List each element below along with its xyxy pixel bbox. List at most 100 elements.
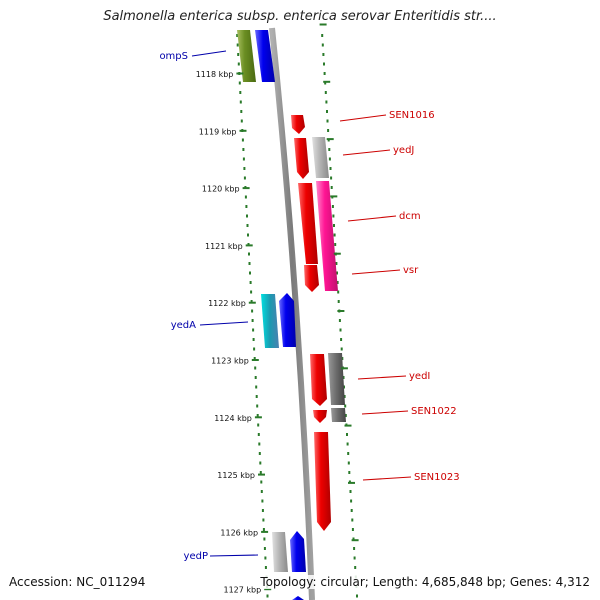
label-yedA[interactable]: yedA: [171, 320, 196, 331]
ruler-dot: [353, 547, 356, 550]
gene-pink[interactable]: [316, 181, 338, 291]
tick-label: 1120 kbp: [202, 185, 240, 194]
tick-mark: [258, 473, 265, 476]
label-yedI[interactable]: yedI: [409, 371, 430, 382]
ruler-dot: [249, 281, 252, 284]
ruler-dot: [247, 233, 249, 237]
ruler-dot: [266, 594, 269, 598]
ruler-dot: [353, 556, 356, 560]
ruler-dot: [244, 195, 247, 199]
ruler-dot: [336, 271, 338, 275]
label-yedP[interactable]: yedP: [184, 551, 208, 562]
gene-blue-tail[interactable]: [292, 596, 304, 600]
ruler-dot: [259, 461, 262, 465]
ruler-dot: [237, 62, 240, 66]
ruler-dot: [335, 262, 338, 265]
leader-yedP: [209, 554, 259, 557]
ruler-dot: [350, 509, 353, 512]
ruler-dot: [260, 490, 263, 493]
gene-ompS[interactable]: [237, 30, 256, 82]
ruler-dot: [351, 528, 354, 531]
gene-dark-1[interactable]: [328, 353, 345, 405]
gene-gray-1[interactable]: [312, 137, 329, 178]
gene-block-blue-top[interactable]: [255, 30, 275, 82]
ruler-dot: [339, 328, 342, 332]
ruler-dot: [254, 366, 257, 370]
ruler-dot: [249, 271, 251, 275]
ruler-dot: [236, 34, 239, 37]
ruler-dot: [261, 499, 264, 503]
ruler-dot: [346, 442, 349, 446]
ruler-dot: [250, 290, 253, 294]
label-yedJ[interactable]: yedJ: [393, 145, 414, 156]
genome-backbone: [269, 27, 315, 600]
ruler-dot: [333, 233, 336, 237]
gene-SEN1016[interactable]: [291, 115, 305, 134]
ruler-dot: [254, 376, 257, 379]
gene-yedP[interactable]: [290, 531, 306, 572]
leader-SEN1016: [339, 114, 387, 122]
gene-dark-2[interactable]: [331, 408, 346, 422]
gene-vsr[interactable]: [304, 265, 319, 292]
ruler-dot: [258, 442, 261, 446]
tick-mark: [239, 129, 247, 132]
label-SEN1023[interactable]: SEN1023: [414, 472, 460, 483]
accession-text: Accession: NC_011294: [9, 575, 146, 589]
gene-labels: ompS SEN1016 yedJ dcm vsr yedA yedI SEN1…: [159, 51, 459, 562]
ruler-dot: [251, 319, 254, 322]
label-vsr[interactable]: vsr: [403, 265, 419, 276]
ruler-dot: [356, 594, 358, 598]
ruler-dot: [255, 385, 258, 389]
ruler-dot: [346, 433, 348, 436]
label-leaders: [191, 50, 412, 557]
ruler-dot: [245, 205, 248, 208]
tick-label: 1125 kbp: [217, 471, 255, 480]
ruler-dot: [327, 129, 330, 132]
gene-gray-bottom[interactable]: [272, 532, 288, 572]
label-ompS[interactable]: ompS: [159, 51, 188, 62]
leader-dcm: [347, 215, 397, 222]
gene-SEN1022[interactable]: [313, 410, 327, 423]
tick-mark: [340, 367, 348, 370]
ruler-dot: [342, 376, 345, 379]
ruler-dot: [246, 224, 249, 227]
tick-label: 1121 kbp: [205, 242, 243, 251]
tick-label: 1122 kbp: [208, 299, 246, 308]
ruler-dot: [239, 100, 242, 104]
tick-mark: [251, 359, 259, 361]
tick-label: 1118 kbp: [196, 70, 234, 79]
gene-features[interactable]: [237, 30, 346, 600]
ruler-dot: [238, 81, 241, 85]
gene-SEN1023[interactable]: [314, 432, 331, 531]
gene-blue-mid[interactable]: [279, 293, 296, 347]
gene-yedJ[interactable]: [294, 138, 309, 179]
gene-dcm[interactable]: [298, 183, 318, 264]
ruler-dot: [351, 518, 354, 522]
ruler-dot: [246, 214, 248, 218]
ruler-dot: [257, 433, 260, 436]
leader-ompS: [191, 50, 227, 57]
tick-label: 1127 kbp: [223, 586, 261, 595]
ruler-dot: [252, 328, 255, 332]
ruler-dot: [263, 537, 266, 541]
ruler-dot: [330, 176, 333, 180]
leader-yedA: [199, 321, 249, 326]
ruler-dot: [337, 290, 340, 294]
ruler-dot: [337, 300, 340, 303]
tick-mark: [254, 416, 262, 419]
ruler-dot: [326, 110, 328, 113]
tick-label: 1124 kbp: [214, 414, 252, 423]
gene-yedI[interactable]: [310, 354, 327, 406]
ruler-dot: [242, 148, 245, 151]
ruler-dot: [264, 556, 267, 560]
label-dcm[interactable]: dcm: [399, 211, 421, 222]
label-SEN1022[interactable]: SEN1022: [411, 406, 457, 417]
leader-yedJ: [342, 149, 391, 156]
ruler-dot: [322, 53, 325, 56]
gene-yedA[interactable]: [261, 294, 279, 348]
ruler-dot: [256, 404, 259, 408]
tick-mark: [264, 588, 272, 591]
label-SEN1016[interactable]: SEN1016: [389, 110, 435, 121]
ruler-dot: [354, 566, 357, 569]
